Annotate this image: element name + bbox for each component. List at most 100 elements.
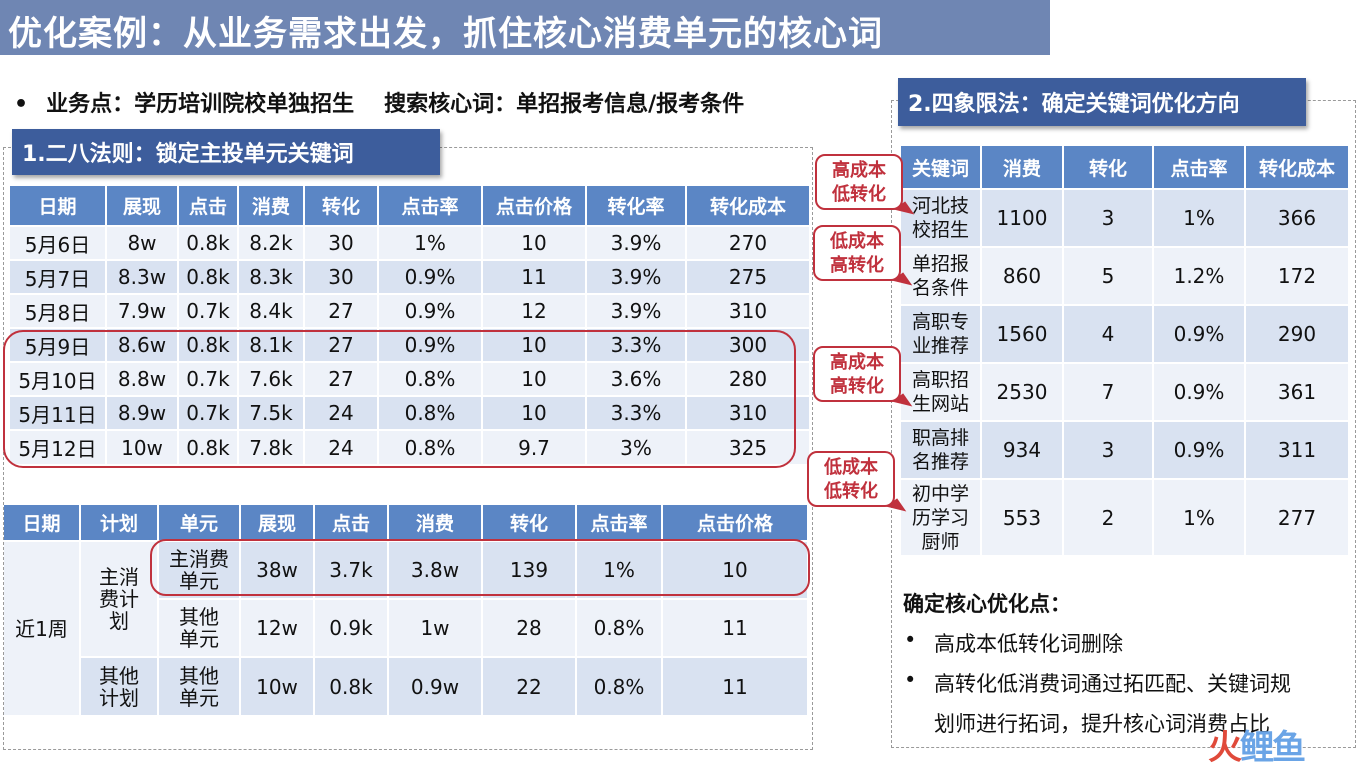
table-row: 5月11日 8.9w 0.7k 7.5k 24 0.8% 10 3.3% 310: [10, 395, 811, 430]
table-cell: 8.6w: [106, 327, 179, 362]
callout-line: 高转化: [830, 255, 884, 276]
table-cell: 5: [1063, 246, 1154, 305]
table-cell: 10: [482, 361, 587, 396]
conclusion-item: • 高成本低转化词删除: [904, 628, 1123, 658]
table-cell: 9.7: [482, 429, 587, 464]
table-cell: 0.9%: [378, 327, 483, 362]
table-cell: 11: [662, 598, 809, 657]
table-cell: 5月8日: [10, 293, 107, 328]
table-cell: 3.9%: [586, 225, 687, 260]
table-cell: 139: [482, 540, 577, 599]
table-cell: 5月10日: [10, 361, 107, 396]
table-cell: 0.8k: [314, 656, 389, 715]
table-cell: 3: [1063, 188, 1154, 247]
section1-header: 1.二八法则：锁定主投单元关键词: [12, 129, 440, 175]
column-header: 转化: [482, 505, 577, 541]
column-header: 日期: [10, 186, 107, 226]
table-cell: 275: [686, 259, 811, 294]
table-cell: 311: [1245, 420, 1350, 479]
column-header: 点击价格: [482, 186, 587, 226]
table-cell: 325: [686, 429, 811, 464]
table-row: 5月7日 8.3w 0.8k 8.3k 30 0.9% 11 3.9% 275: [10, 259, 811, 294]
table-cell: 7: [1063, 362, 1154, 421]
table-cell: 10w: [240, 656, 315, 715]
table-cell: 0.8k: [178, 259, 239, 294]
conclusion-text: 高转化低消费词通过拓匹配、关键词规: [934, 672, 1291, 696]
table-cell: 300: [686, 327, 811, 362]
table-cell: 310: [686, 293, 811, 328]
table-cell: 0.9w: [388, 656, 483, 715]
table-cell: 38w: [240, 540, 315, 599]
page-title: 优化案例：从业务需求出发，抓住核心消费单元的核心词: [8, 14, 883, 54]
column-header: 消费: [238, 186, 305, 226]
table-row: 5月8日 7.9w 0.7k 8.4k 27 0.9% 12 3.9% 310: [10, 293, 811, 328]
table-cell: 7.8k: [238, 429, 305, 464]
column-header: 展现: [240, 505, 315, 541]
column-header: 单元: [158, 505, 241, 541]
table-cell: 其他单元: [158, 656, 241, 715]
table-cell: 24: [304, 395, 379, 430]
table-cell: 27: [304, 293, 379, 328]
column-header: 转化率: [586, 186, 687, 226]
column-header: 转化: [304, 186, 379, 226]
table-cell: 24: [304, 429, 379, 464]
table-cell: 3.9%: [586, 293, 687, 328]
table-cell: 8.3w: [106, 259, 179, 294]
table-cell: 8.1k: [238, 327, 305, 362]
table-row: 近1周 主消费计划 主消费单元 38w 3.7k 3.8w 139 1% 10: [4, 540, 809, 715]
title-banner: [0, 0, 1050, 55]
period-cell: 近1周: [4, 540, 81, 715]
callout-line: 低成本: [824, 457, 878, 478]
watermark-logo: 火鲤鱼: [1208, 720, 1306, 765]
table-cell: 553: [981, 478, 1064, 555]
table-cell: 1560: [981, 304, 1064, 363]
table-cell: 12w: [240, 598, 315, 657]
table-row: 单招报名条件 860 5 1.2% 172: [901, 246, 1350, 305]
table-cell: 0.8k: [178, 225, 239, 260]
table-cell: 7.6k: [238, 361, 305, 396]
keyword-quadrant-table: 关键词 消费 转化 点击率 转化成本 河北技校招生 1100 3 1% 366 单招报名…: [901, 146, 1350, 555]
table-cell: 0.9k: [314, 598, 389, 657]
table-cell: 0.9%: [1153, 420, 1246, 479]
bullet: •: [904, 628, 917, 652]
table-cell: 5月6日: [10, 225, 107, 260]
table-cell: 主消费单元: [158, 540, 241, 599]
column-header: 计划: [80, 505, 159, 541]
table-cell: 0.8%: [378, 429, 483, 464]
table-row: 高职专业推荐 1560 4 0.9% 290: [901, 304, 1350, 363]
table-cell: 277: [1245, 478, 1350, 555]
column-header: 点击率: [576, 505, 663, 541]
table-cell: 12: [482, 293, 587, 328]
column-header: 消费: [388, 505, 483, 541]
table-cell: 10: [482, 225, 587, 260]
table-cell: 310: [686, 395, 811, 430]
table-cell: 3: [1063, 420, 1154, 479]
table-cell: 172: [1245, 246, 1350, 305]
table-cell: 11: [482, 259, 587, 294]
table-cell: 1%: [576, 540, 663, 599]
table-cell: 5月9日: [10, 327, 107, 362]
callout-line: 高成本: [830, 352, 884, 373]
watermark-part: 鲤鱼: [1240, 728, 1306, 765]
table-cell: 3.9%: [586, 259, 687, 294]
column-header: 点击率: [1153, 146, 1246, 189]
table-row: 5月9日 8.6w 0.8k 8.1k 27 0.9% 10 3.3% 300: [10, 327, 811, 362]
table-cell: 1w: [388, 598, 483, 657]
callout-high-cost-low-conv: 高成本 低转化: [815, 154, 915, 223]
table-cell: 0.7k: [178, 293, 239, 328]
watermark-part: 火: [1208, 728, 1242, 765]
bullet: •: [904, 668, 917, 692]
daily-metrics-table: 日期 展现 点击 消费 转化 点击率 点击价格 转化率 转化成本 5月6日 8w 0…: [10, 186, 811, 464]
table-cell: 0.8%: [576, 598, 663, 657]
table-cell: 3.7k: [314, 540, 389, 599]
table-row: 河北技校招生 1100 3 1% 366: [901, 188, 1350, 247]
table-cell: 290: [1245, 304, 1350, 363]
table-cell: 934: [981, 420, 1064, 479]
callout-low-cost-high-conv: 低成本 高转化: [813, 225, 913, 294]
callout-line: 低成本: [830, 231, 884, 252]
keyword-cell: 初中学历学习厨师: [901, 478, 982, 555]
table-row: 职高排名推荐 934 3 0.9% 311: [901, 420, 1350, 479]
table-cell: 8.9w: [106, 395, 179, 430]
table-cell: 8.8w: [106, 361, 179, 396]
plan-cell: 主消费计划: [80, 540, 159, 657]
